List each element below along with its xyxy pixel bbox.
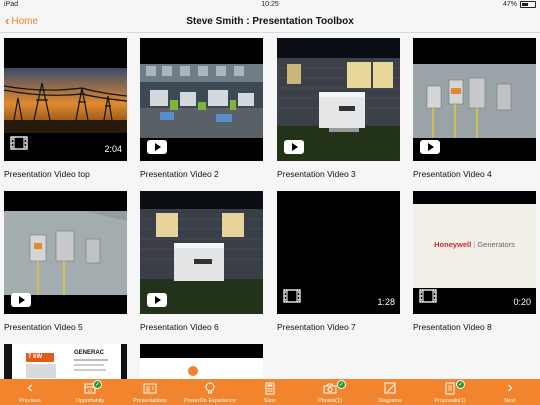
diagram-icon [382, 381, 398, 395]
battery-icon [520, 1, 536, 8]
video-tile[interactable]: 2:04 Presentation Video top [4, 38, 127, 179]
play-icon [11, 293, 31, 307]
video-duration: 0:20 [513, 297, 531, 307]
video-title: Presentation Video 7 [277, 322, 356, 332]
honeywell-logo: Honeywell | Generators [434, 240, 515, 249]
video-title: Presentation Video 4 [413, 169, 492, 179]
video-title: Presentation Video 6 [140, 322, 219, 332]
video-thumbnail[interactable] [277, 38, 400, 161]
generator-image [26, 364, 56, 378]
play-icon [147, 293, 167, 307]
video-tile[interactable]: Presentation Video 3 [277, 38, 400, 179]
check-icon: ✓ [456, 380, 465, 389]
video-grid: 2:04 Presentation Video top Presentation… [0, 33, 540, 379]
next-button[interactable]: › Next [480, 379, 540, 405]
sizer-button[interactable]: Sizer [240, 379, 300, 405]
video-thumbnail[interactable] [140, 191, 263, 314]
video-tile[interactable]: Presentation Video 6 [140, 191, 263, 332]
previous-button[interactable]: ‹ Previous [19, 379, 41, 404]
photos-button[interactable]: ✓ Photos(1) [318, 380, 346, 404]
film-icon [283, 289, 301, 308]
proposals-button[interactable]: ✓ Proposals(1) [434, 380, 466, 404]
factory-floor-image [140, 64, 263, 138]
chevron-right-icon: › [507, 379, 513, 396]
generac-logo: GENERAC [74, 350, 105, 356]
video-tile[interactable]: 1:28 Presentation Video 7 [277, 191, 400, 332]
page-title: Steve Smith : Presentation Toolbox [186, 16, 354, 27]
check-icon: ✓ [337, 380, 346, 389]
svg-text:15: 15 [88, 388, 93, 393]
video-title: Presentation Video 3 [277, 169, 356, 179]
calculator-icon [262, 381, 278, 395]
video-thumbnail[interactable]: 1:28 [277, 191, 400, 314]
proposal-icon [442, 381, 458, 395]
film-icon [10, 136, 28, 155]
video-duration: 1:28 [377, 297, 395, 307]
video-title: Presentation Video 5 [4, 322, 83, 332]
camera-icon [322, 381, 338, 395]
honeywell-slide: Honeywell | Generators [413, 204, 536, 288]
power-lines-sunset-image [4, 68, 127, 133]
document-thumbnail[interactable]: 7 kW GENERAC [4, 344, 127, 379]
check-icon: ✓ [93, 380, 102, 389]
transfer-switch-wall-image [413, 64, 536, 161]
kw-badge: 7 kW [26, 353, 54, 362]
generator-house-night-image [140, 191, 263, 314]
video-title: Presentation Video 2 [140, 169, 219, 179]
lightbulb-icon [202, 381, 218, 395]
document-tile[interactable]: 7 kW GENERAC [4, 344, 127, 379]
video-tile[interactable]: Presentation Video 4 [413, 38, 536, 179]
battery-percent: 47% [502, 1, 517, 8]
video-duration: 2:04 [104, 144, 122, 154]
play-icon [420, 140, 440, 154]
home-button[interactable]: ‹ Home [5, 13, 39, 28]
logo-icon [188, 366, 198, 376]
video-tile[interactable]: Honeywell | Generators 0:20 Presentation… [413, 191, 536, 332]
transfer-switch-wall-image [4, 211, 127, 314]
clock: 10:25 [261, 1, 279, 8]
bottom-toolbar: ‹ Previous 15 ✓ Opportunity Presentation… [0, 379, 540, 405]
home-button-label: Home [11, 15, 39, 27]
video-thumbnail[interactable]: 2:04 [4, 38, 127, 161]
chevron-left-icon: ‹ [27, 379, 33, 396]
presentations-button[interactable]: Presentations [120, 379, 180, 405]
video-tile[interactable]: Presentation Video 2 [140, 38, 263, 179]
document-tile[interactable] [140, 344, 263, 379]
poweron-experience-button[interactable]: PowerOn Experience [180, 379, 240, 405]
generator-house-night-image [277, 38, 400, 161]
video-thumbnail[interactable] [413, 38, 536, 161]
video-thumbnail[interactable]: Honeywell | Generators 0:20 [413, 191, 536, 314]
document-thumbnail[interactable] [140, 344, 263, 379]
chevron-left-icon: ‹ [5, 13, 10, 28]
video-thumbnail[interactable] [4, 191, 127, 314]
status-bar: iPad 10:25 47% [0, 0, 540, 11]
opportunity-button[interactable]: 15 ✓ Opportunity [75, 380, 105, 404]
video-title: Presentation Video top [4, 169, 90, 179]
video-thumbnail[interactable] [140, 38, 263, 161]
navigation-bar: ‹ Home Steve Smith : Presentation Toolbo… [0, 11, 540, 33]
play-icon [147, 140, 167, 154]
video-title: Presentation Video 8 [413, 322, 492, 332]
device-name: iPad [4, 1, 19, 8]
video-tile[interactable]: Presentation Video 5 [4, 191, 127, 332]
diagrams-button[interactable]: Diagrams [360, 379, 420, 405]
film-icon [419, 289, 437, 308]
presentation-icon [142, 381, 158, 395]
play-icon [284, 140, 304, 154]
battery-indicator: 47% [503, 1, 536, 8]
